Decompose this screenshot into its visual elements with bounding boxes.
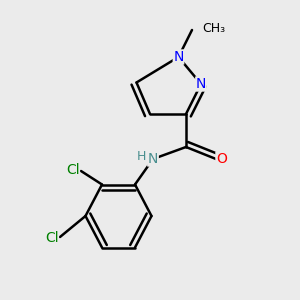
Text: Cl: Cl — [45, 232, 58, 245]
Text: CH₃: CH₃ — [202, 22, 226, 35]
Text: Cl: Cl — [66, 163, 80, 176]
Text: N: N — [173, 50, 184, 64]
Text: H: H — [137, 149, 146, 163]
Text: O: O — [216, 152, 227, 166]
Text: N: N — [148, 152, 158, 166]
Text: N: N — [196, 77, 206, 91]
